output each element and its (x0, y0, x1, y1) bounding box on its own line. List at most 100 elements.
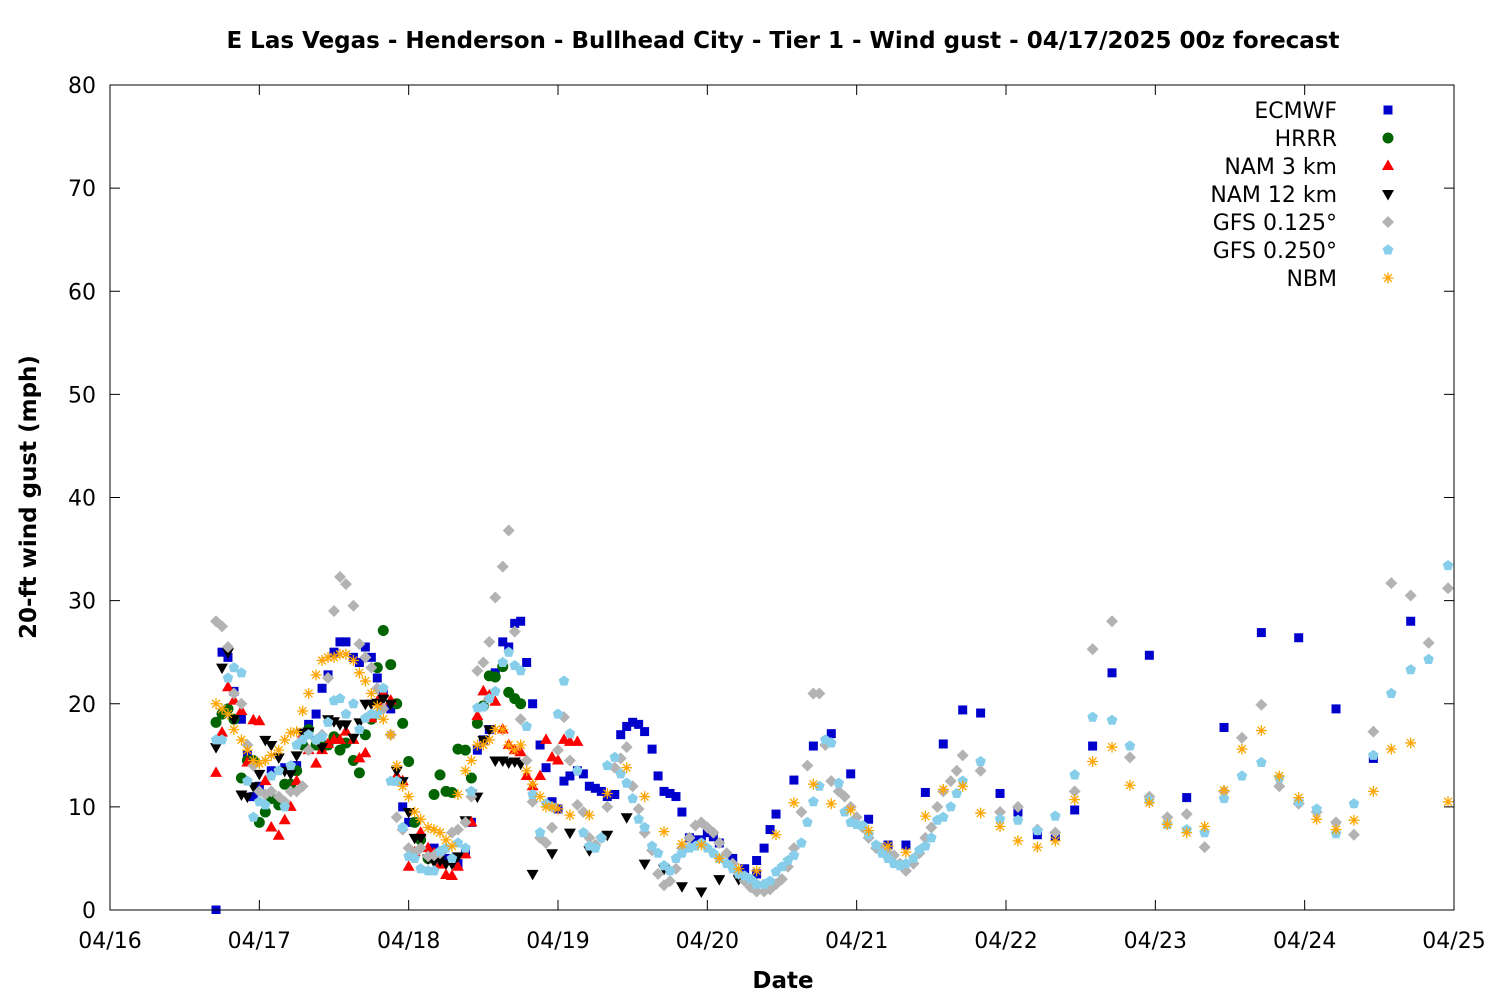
data-point (290, 774, 303, 786)
data-point (1331, 704, 1341, 714)
data-point (751, 878, 762, 889)
data-point (540, 733, 553, 744)
data-point (297, 705, 309, 717)
data-point (826, 729, 836, 739)
data-point (870, 839, 882, 850)
data-point (1311, 803, 1322, 814)
data-point (1069, 794, 1081, 806)
y-tick-label: 60 (68, 280, 96, 305)
data-point (801, 759, 814, 772)
data-point (272, 753, 285, 764)
data-point (520, 754, 533, 767)
data-point (572, 765, 583, 776)
legend-marker (1383, 105, 1393, 115)
data-point (620, 813, 633, 824)
data-point (339, 578, 352, 591)
data-point (995, 788, 1005, 798)
data-point (496, 560, 509, 573)
data-point (808, 796, 819, 807)
data-point (825, 798, 837, 810)
y-tick-label: 10 (68, 796, 96, 821)
data-point (601, 830, 614, 842)
x-tick-label: 04/22 (974, 929, 1037, 954)
data-point (808, 741, 818, 751)
data-point (541, 763, 551, 773)
data-point (409, 852, 420, 863)
data-point (340, 648, 352, 660)
data-point (521, 720, 532, 731)
legend: ECMWF HRRR NAM 3 km NAM 12 km GFS 0.125° GFS … (1210, 99, 1394, 292)
data-point (216, 620, 228, 633)
data-point (789, 775, 799, 785)
data-point (1423, 653, 1434, 664)
data-point (334, 692, 346, 704)
data-point (354, 723, 365, 735)
data-point (489, 724, 501, 736)
data-point (516, 616, 526, 626)
data-point (958, 705, 968, 715)
data-point (583, 809, 595, 821)
legend-marker (1382, 132, 1394, 144)
data-point (919, 810, 931, 822)
legend-marker (1382, 190, 1394, 201)
data-point (483, 725, 496, 737)
data-point (279, 734, 291, 746)
data-point (527, 788, 538, 800)
data-point (676, 847, 688, 858)
data-point (571, 735, 584, 746)
data-point (1106, 615, 1119, 628)
data-point (565, 771, 575, 781)
data-point (788, 849, 800, 860)
data-point (459, 744, 471, 756)
data-point (291, 726, 303, 738)
data-point (944, 775, 957, 788)
data-point (1347, 828, 1360, 841)
data-point (1068, 785, 1081, 798)
data-point (540, 801, 552, 813)
y-tick-label: 40 (68, 487, 96, 512)
data-point (975, 807, 987, 819)
data-point (446, 852, 458, 863)
data-point (621, 762, 633, 774)
data-point (683, 831, 696, 844)
data-point (377, 694, 390, 706)
data-point (1442, 796, 1454, 808)
x-tick-label: 04/19 (526, 929, 589, 954)
data-point (334, 648, 346, 660)
data-point (310, 669, 322, 681)
data-point (752, 856, 762, 865)
data-point (863, 825, 875, 837)
data-point (621, 777, 633, 788)
data-point (609, 751, 621, 762)
data-point (931, 800, 944, 813)
data-point (290, 751, 303, 762)
data-point (640, 727, 650, 737)
data-point (994, 806, 1007, 819)
data-point (994, 820, 1006, 832)
data-point (377, 713, 389, 725)
legend-label: ECMWF (1254, 99, 1337, 124)
data-point (527, 778, 539, 790)
series-gfs-0-125 (210, 524, 1455, 898)
data-point (1404, 589, 1417, 602)
data-point (1049, 835, 1061, 847)
data-point (348, 698, 359, 709)
data-point (242, 775, 253, 786)
data-point (646, 840, 658, 851)
data-point (221, 680, 234, 692)
data-point (228, 662, 240, 673)
data-point (471, 717, 483, 729)
data-point (1442, 559, 1454, 571)
data-point (333, 570, 346, 583)
data-marks (210, 524, 1455, 914)
data-point (359, 651, 372, 664)
data-point (471, 709, 484, 721)
data-point (371, 700, 383, 712)
data-point (1235, 731, 1248, 744)
data-point (974, 764, 987, 777)
data-point (1086, 643, 1099, 656)
data-point (247, 754, 259, 766)
data-point (259, 735, 272, 747)
data-point (340, 708, 352, 719)
data-point (273, 744, 285, 756)
